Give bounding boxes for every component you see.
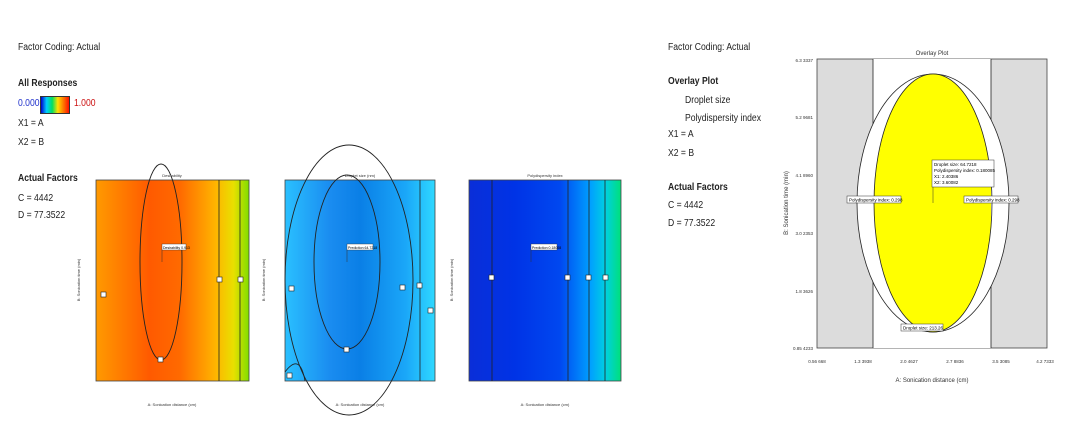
overlay-ylabel: B: Sonication time (min) <box>784 171 790 235</box>
desirability-ylabel: B: Sonication time (min) <box>76 258 81 301</box>
overlay-x-tick: 3.5 3085 <box>992 359 1010 364</box>
overlay-y-tick: 4.1 8960 <box>795 173 813 178</box>
pdi-title: Polydispersity index <box>527 173 562 178</box>
overlay-chart: Droplet size: 64.7218 Polydispersity ind… <box>784 51 1054 384</box>
droplet-size-chart: Prediction 64.7218 Droplet size (nm) A: … <box>261 145 435 415</box>
desirability-chart: Desirability 0.913 Desirability A: Sonic… <box>76 164 249 407</box>
pdi-design-point <box>565 275 570 280</box>
droplet-title: Droplet size (nm) <box>345 173 376 178</box>
overlay-bottom-flag-text: Droplet size: 213.26 <box>903 326 944 331</box>
droplet-design-point <box>289 286 294 291</box>
overlay-flag-line1: Droplet size: 64.7218 <box>934 162 977 167</box>
droplet-ylabel: B: Sonication time (min) <box>261 258 266 301</box>
droplet-design-point <box>287 373 292 378</box>
overlay-x-ticks: 0.56 668 1.3 3938 2.0 4627 2.7 8836 3.5 … <box>808 359 1054 364</box>
pdi-xlabel: A: Sonication distance (cm) <box>521 402 570 407</box>
overlay-y-tick: 5.2 9681 <box>795 115 813 120</box>
overlay-y-tick: 1.8 3626 <box>795 289 813 294</box>
overlay-right-flag-text: Polydispersity index: 0.298 <box>966 198 1020 203</box>
droplet-xlabel: A: Sonication distance (cm) <box>336 402 385 407</box>
droplet-design-point <box>344 347 349 352</box>
desirability-flag-text: Desirability 0.913 <box>163 246 190 250</box>
overlay-y-ticks: 0.85 4233 1.8 3626 3.0 2353 4.1 8960 5.2… <box>793 58 814 351</box>
pdi-design-point <box>489 275 494 280</box>
overlay-title: Overlay Plot <box>916 51 949 57</box>
droplet-plot-area <box>285 180 435 381</box>
overlay-x-tick: 0.56 668 <box>808 359 826 364</box>
overlay-x-tick: 2.7 8836 <box>946 359 964 364</box>
droplet-design-point <box>417 283 422 288</box>
desirability-plot-area <box>96 180 249 381</box>
overlay-x-tick: 4.2 7333 <box>1036 359 1054 364</box>
desirability-xlabel: A: Sonication distance (cm) <box>148 402 197 407</box>
overlay-x-tick: 2.0 4627 <box>900 359 918 364</box>
pdi-flag-text: Prediction 0.18008 <box>532 246 561 250</box>
overlay-flag-line3: X1: 2.40386 <box>934 174 959 179</box>
overlay-x-tick: 1.3 3938 <box>854 359 872 364</box>
droplet-design-point <box>428 308 433 313</box>
desirability-title: Desirability <box>162 173 182 178</box>
droplet-flag-text: Prediction 64.7218 <box>348 246 377 250</box>
pdi-chart: Prediction 0.18008 Polydispersity index … <box>449 173 621 407</box>
desirability-design-point <box>217 277 222 282</box>
overlay-y-tick: 3.0 2353 <box>795 231 813 236</box>
overlay-y-tick: 0.85 4233 <box>793 346 814 351</box>
overlay-xlabel: A: Sonication distance (cm) <box>895 378 968 384</box>
overlay-flag-line2: Polydispersity index: 0.180085 <box>934 168 996 173</box>
desirability-design-point <box>158 357 163 362</box>
pdi-ylabel: B: Sonication time (min) <box>449 258 454 301</box>
pdi-design-point <box>586 275 591 280</box>
desirability-design-point <box>101 292 106 297</box>
pdi-design-point <box>603 275 608 280</box>
droplet-design-point <box>400 285 405 290</box>
overlay-left-flag-text: Polydispersity index: 0.298 <box>849 198 903 203</box>
overlay-flag-line4: X2: 3.60082 <box>934 180 959 185</box>
desirability-design-point <box>238 277 243 282</box>
overlay-y-tick: 6.3 3337 <box>795 58 813 63</box>
